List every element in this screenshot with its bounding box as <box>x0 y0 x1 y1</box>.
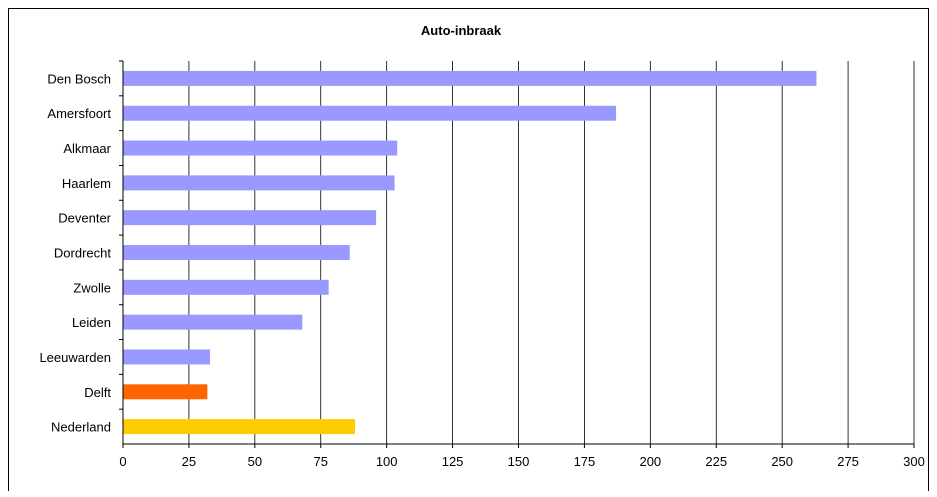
category-label: Den Bosch <box>47 71 111 86</box>
bar <box>123 245 350 260</box>
chart-frame: Auto-inbraak Den Bosch Amersfoort Alkmaar H… <box>8 8 929 491</box>
x-tick-label: 275 <box>837 454 859 469</box>
gridlines <box>188 61 915 444</box>
bar <box>123 140 398 156</box>
bar-chart: Auto-inbraak Den Bosch Amersfoort Alkmaar H… <box>39 23 925 469</box>
x-tick-label: 75 <box>314 454 328 469</box>
category-label: Leeuwarden <box>39 350 111 365</box>
category-label: Alkmaar <box>63 141 111 156</box>
x-tick-label: 225 <box>705 454 727 469</box>
x-tick-label: 250 <box>771 454 793 469</box>
x-tick-label: 100 <box>376 454 398 469</box>
x-tick-label: 200 <box>639 454 661 469</box>
bar <box>123 349 211 365</box>
bar <box>123 175 395 191</box>
bar <box>123 70 817 86</box>
category-label: Amersfoort <box>47 106 111 121</box>
bar <box>123 105 617 121</box>
category-label: Leiden <box>72 315 111 330</box>
bars <box>123 70 817 435</box>
x-axis-tick-labels: 0 25 50 75 100 125 150 175 200 225 250 275 300 <box>119 444 925 469</box>
bar <box>123 419 356 435</box>
x-tick-label: 125 <box>442 454 464 469</box>
bar <box>123 279 329 295</box>
category-label: Dordrecht <box>54 246 111 261</box>
category-label: Deventer <box>58 211 111 226</box>
bar <box>123 384 208 400</box>
chart-title: Auto-inbraak <box>421 23 502 38</box>
x-tick-label: 50 <box>248 454 262 469</box>
category-label: Zwolle <box>73 280 111 295</box>
bar <box>123 210 377 226</box>
bar <box>123 314 303 330</box>
x-tick-label: 175 <box>574 454 596 469</box>
category-label: Nederland <box>51 420 111 435</box>
x-tick-label: 25 <box>182 454 196 469</box>
x-tick-label: 150 <box>508 454 530 469</box>
category-labels: Den Bosch Amersfoort Alkmaar Haarlem Devente… <box>39 60 123 435</box>
x-tick-label: 0 <box>119 454 126 469</box>
category-label: Delft <box>84 385 111 400</box>
x-tick-label: 300 <box>903 454 925 469</box>
category-label: Haarlem <box>62 176 111 191</box>
